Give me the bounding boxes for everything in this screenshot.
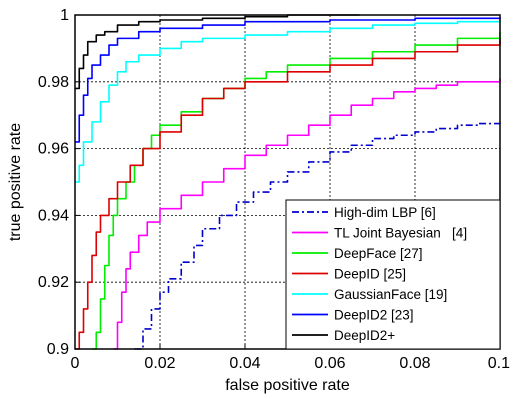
x-tick-label: 0.1 — [488, 355, 510, 372]
legend-label: TL Joint Bayesian [4] — [334, 226, 467, 241]
legend-box — [285, 199, 501, 350]
x-axis-label: false positive rate — [225, 377, 350, 394]
x-tick-label: 0.02 — [144, 355, 175, 372]
legend-label: DeepFace [27] — [334, 246, 423, 261]
legend-label: DeepID [25] — [334, 267, 406, 282]
series-line-1 — [113, 78, 501, 350]
x-tick-label: 0.04 — [229, 355, 260, 372]
y-tick-label: 0.94 — [38, 207, 69, 224]
series-lines — [75, 14, 501, 350]
series-line-4 — [75, 20, 501, 183]
series-line-0 — [134, 121, 501, 350]
series-line-5 — [75, 17, 501, 143]
y-tick-label: 0.92 — [38, 274, 69, 291]
series-line-2 — [92, 31, 501, 350]
x-tick-label: 0 — [71, 355, 80, 372]
series-line-6 — [75, 14, 360, 90]
y-axis-label: true positive rate — [7, 123, 24, 241]
legend-label: DeepID2+ — [334, 328, 395, 343]
y-tick-label: 0.96 — [38, 141, 69, 158]
legend-label: High-dim LBP [6] — [334, 205, 436, 220]
legend: High-dim LBP [6] TL Joint Bayesian [4] Dee… — [285, 199, 501, 350]
y-tick-label: 1 — [60, 7, 69, 24]
legend-label: GaussianFace [19] — [334, 287, 447, 302]
y-tick-label: 0.9 — [47, 341, 69, 358]
x-tick-label: 0.06 — [314, 355, 345, 372]
x-tick-label: 0.08 — [399, 355, 430, 372]
legend-label: DeepID2 [23] — [334, 308, 414, 323]
tick-labels: 0 0.02 0.04 0.06 0.08 0.1 0.9 0.92 0.94 0.96 0.98 1 — [38, 7, 510, 372]
series-line-3 — [75, 38, 501, 350]
y-tick-label: 0.98 — [38, 74, 69, 91]
